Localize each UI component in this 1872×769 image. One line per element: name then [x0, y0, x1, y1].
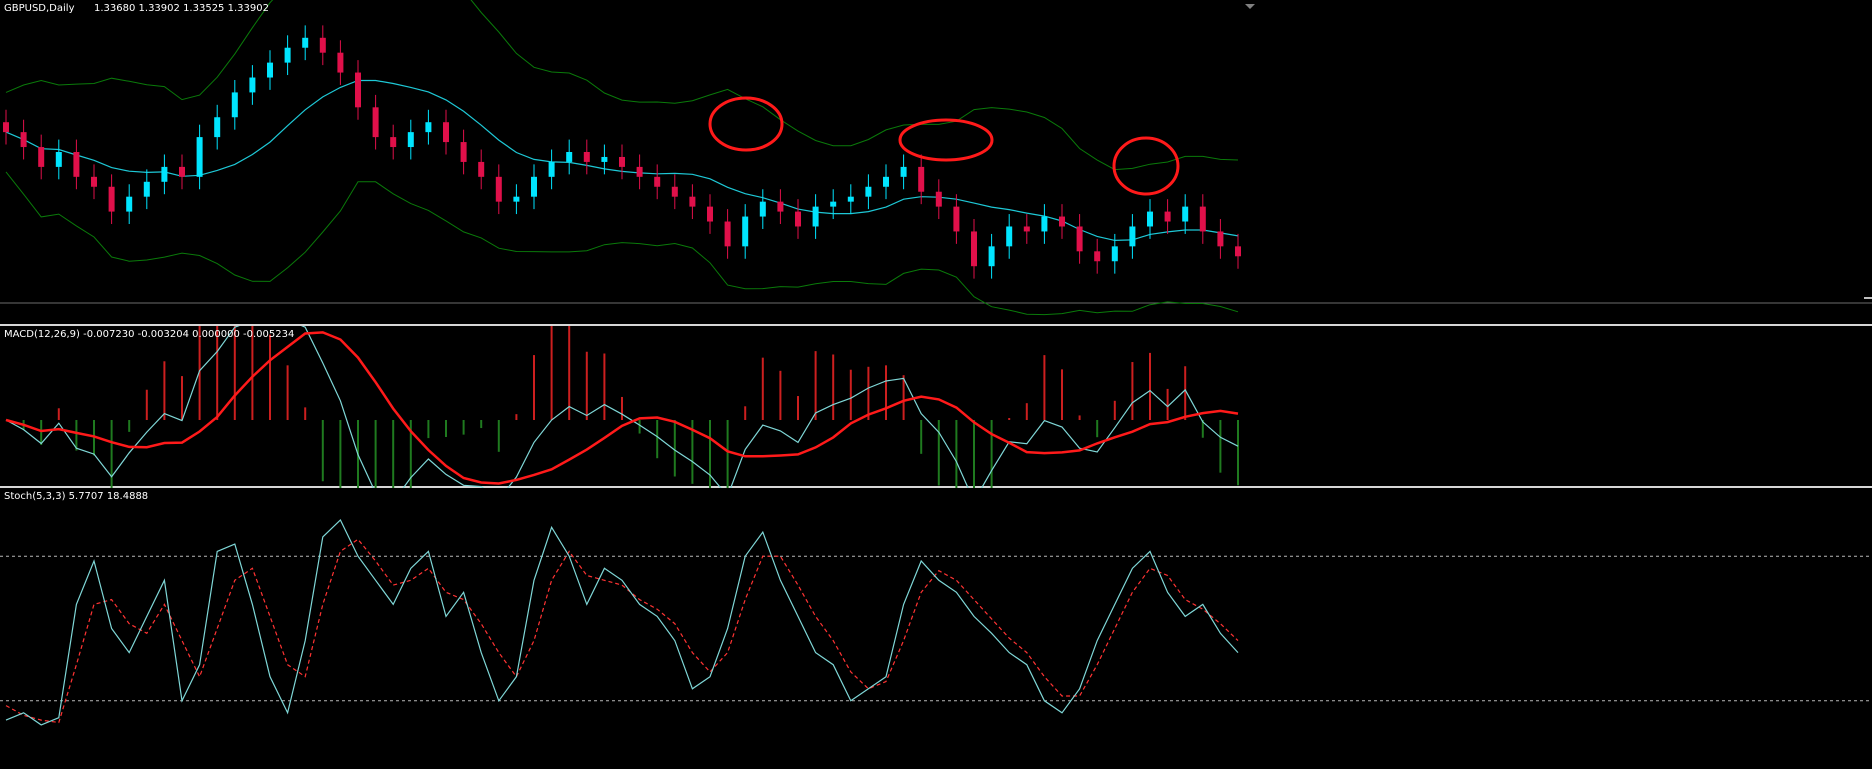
- candle-body: [671, 186, 678, 197]
- signal-line: [5, 331, 1239, 485]
- candle-body: [143, 181, 150, 197]
- top-marker-ellipse: [898, 118, 994, 162]
- candle-body: [20, 132, 27, 148]
- candle-body: [372, 107, 379, 138]
- stoch-pane[interactable]: Stoch(5,3,3) 5.7707 18.4888: [0, 488, 1872, 769]
- candle-body: [883, 176, 889, 187]
- candle-body: [1006, 226, 1013, 247]
- candle-body: [73, 152, 80, 177]
- candle-body: [108, 186, 115, 212]
- candle-body: [988, 246, 995, 267]
- candle-body: [355, 72, 361, 108]
- candle-body: [267, 62, 273, 78]
- candle-body: [777, 201, 784, 212]
- candle-body: [724, 221, 731, 247]
- candle-body: [900, 166, 907, 177]
- price-pane[interactable]: GBPUSD,Daily 1.33680 1.33902 1.33525 1.3…: [0, 0, 1872, 326]
- candle-body: [1129, 226, 1136, 247]
- candle-body: [161, 166, 168, 182]
- candle-body: [935, 191, 942, 207]
- candle-body: [971, 231, 977, 267]
- candle-body: [126, 196, 133, 212]
- candle-body: [390, 137, 397, 148]
- candle-body: [1199, 206, 1206, 232]
- top-marker-ellipse: [1112, 136, 1180, 196]
- candle-body: [179, 166, 185, 177]
- candle-body: [1023, 226, 1030, 232]
- candle-body: [407, 132, 414, 148]
- candle-body: [513, 196, 520, 202]
- bollinger-upper-line: [5, 0, 1239, 171]
- candle-body: [91, 176, 97, 187]
- macd-chart: [5, 326, 1239, 488]
- macd-label: MACD(12,26,9) -0.007230 -0.003204 0.0000…: [4, 329, 295, 340]
- candle-body: [249, 77, 256, 93]
- candle-body: [654, 176, 661, 187]
- candle-body: [231, 92, 238, 118]
- shift-marker: [1245, 4, 1255, 9]
- candle-body: [284, 47, 291, 63]
- candle-body: [830, 201, 837, 207]
- candle-body: [531, 176, 537, 197]
- candle-body: [196, 137, 203, 177]
- candle-body: [1059, 216, 1065, 227]
- macd-pane[interactable]: MACD(12,26,9) -0.007230 -0.003204 0.0000…: [0, 326, 1872, 488]
- candle-body: [601, 156, 608, 162]
- candle-body: [425, 122, 432, 133]
- candle-body: [812, 206, 819, 227]
- candle-body: [619, 156, 625, 167]
- candle-body: [495, 176, 502, 202]
- candle-body: [759, 201, 766, 217]
- candle-body: [847, 196, 854, 202]
- candle-body: [583, 152, 590, 162]
- candle-body: [1147, 211, 1153, 227]
- candle-body: [460, 142, 467, 162]
- candle-body: [742, 216, 749, 247]
- candle-body: [689, 196, 696, 207]
- candle-body: [1217, 231, 1224, 247]
- candle-body: [1164, 211, 1171, 222]
- candle-body: [636, 166, 643, 177]
- candle-body: [38, 147, 45, 167]
- price-label: GBPUSD,Daily: [4, 3, 75, 14]
- candle-body: [1041, 216, 1048, 232]
- ohlc-readout: 1.33680 1.33902 1.33525 1.33902: [94, 3, 269, 14]
- candle-body: [55, 152, 62, 167]
- candle-body: [478, 161, 485, 177]
- candle-body: [319, 37, 326, 53]
- price-chart: [0, 0, 1872, 316]
- stoch-d-line: [5, 538, 1239, 724]
- top-marker-ellipse: [708, 96, 784, 152]
- candle-body: [1094, 251, 1101, 262]
- candle-body: [1235, 246, 1241, 257]
- candle-body: [707, 206, 713, 222]
- bollinger-lower-line: [5, 171, 1239, 316]
- candle-body: [302, 37, 309, 48]
- stoch-chart: [0, 518, 1872, 726]
- candle-body: [865, 186, 872, 197]
- candle-body: [795, 211, 801, 227]
- stoch-k-line: [5, 518, 1239, 726]
- candle-body: [566, 152, 573, 162]
- candle-body: [337, 52, 344, 73]
- candle-body: [548, 161, 555, 177]
- candle-body: [953, 206, 960, 232]
- stoch-label: Stoch(5,3,3) 5.7707 18.4888: [4, 491, 149, 502]
- candle-body: [3, 122, 9, 133]
- candle-body: [443, 122, 449, 143]
- candle-body: [918, 166, 925, 192]
- macd-line: [5, 326, 1239, 488]
- candle-body: [1111, 246, 1118, 262]
- candle-body: [1076, 226, 1083, 252]
- candle-body: [214, 117, 221, 138]
- candle-body: [1182, 206, 1189, 222]
